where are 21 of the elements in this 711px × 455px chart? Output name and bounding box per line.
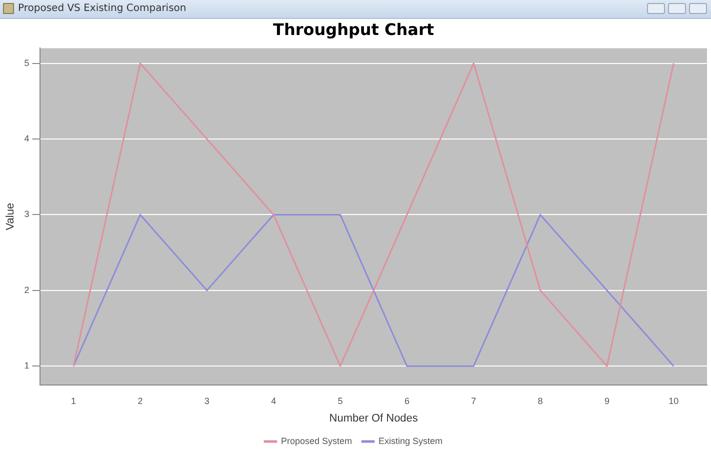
x-tick-label: 10	[668, 396, 679, 406]
x-tick-label: 3	[204, 396, 210, 406]
x-tick-label: 1	[71, 396, 76, 406]
x-tick-label: 2	[138, 396, 143, 406]
y-tick-label: 3	[24, 209, 30, 220]
x-tick-label: 8	[538, 396, 543, 406]
text: Proposed VS Existing Comparison	[18, 3, 186, 14]
y-tick-label: 1	[24, 360, 30, 371]
x-tick-label: 5	[338, 396, 343, 406]
y-tick-label: 2	[24, 284, 30, 295]
y-axis-title: Value	[4, 202, 17, 230]
x-axis-title: Number Of Nodes	[329, 412, 418, 424]
x-tick-label: 4	[271, 396, 276, 406]
x-tick-label: 9	[604, 396, 610, 406]
chart-title: Throughput Chart	[273, 20, 434, 39]
x-tick-label: 6	[404, 396, 410, 406]
x-tick-label: 7	[471, 396, 476, 406]
legend-label: Proposed System	[280, 436, 352, 446]
legend-label: Existing System	[378, 436, 443, 446]
y-tick-label: 5	[24, 58, 30, 68]
y-tick-label: 4	[24, 134, 30, 144]
